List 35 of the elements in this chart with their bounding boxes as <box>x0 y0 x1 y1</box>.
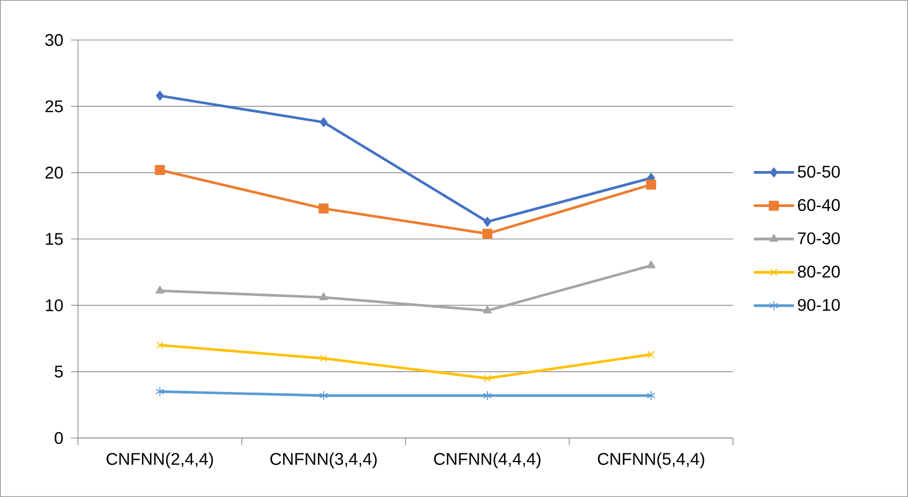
x-tick-label: CNFNN(2,4,4) <box>106 452 213 468</box>
point <box>156 90 164 101</box>
point <box>320 117 328 128</box>
point <box>319 292 328 300</box>
x-tick-label: CNFNN(3,4,4) <box>270 452 377 468</box>
point <box>484 216 492 227</box>
legend-label: 90-10 <box>798 298 840 311</box>
legend-label: 80-20 <box>798 266 840 278</box>
point <box>646 390 656 401</box>
x-tick-label: CNFNN(4,4,4) <box>434 452 540 468</box>
point <box>647 350 655 358</box>
legend-label: 50-50 <box>798 166 840 178</box>
point <box>320 354 328 362</box>
point <box>482 306 492 314</box>
y-tick-label: 20 <box>46 166 63 179</box>
point <box>154 165 165 176</box>
x-tick-label: CNFNN(5,4,4) <box>598 452 704 468</box>
point <box>482 390 492 401</box>
point <box>156 341 164 349</box>
point <box>484 374 492 382</box>
y-tick-label: 30 <box>45 34 63 46</box>
point <box>319 390 328 401</box>
point <box>646 180 656 190</box>
point <box>155 386 164 397</box>
y-tick-label: 25 <box>46 100 63 112</box>
y-tick-label: 0 <box>54 432 63 444</box>
legend-label: 70-30 <box>798 232 840 244</box>
legend-label: 60-40 <box>798 199 840 212</box>
point <box>646 260 656 268</box>
y-tick-label: 5 <box>54 366 63 378</box>
y-tick-label: 15 <box>46 233 63 245</box>
point <box>155 286 164 294</box>
y-tick-label: 10 <box>46 299 63 312</box>
point <box>318 203 329 214</box>
point <box>482 228 492 239</box>
